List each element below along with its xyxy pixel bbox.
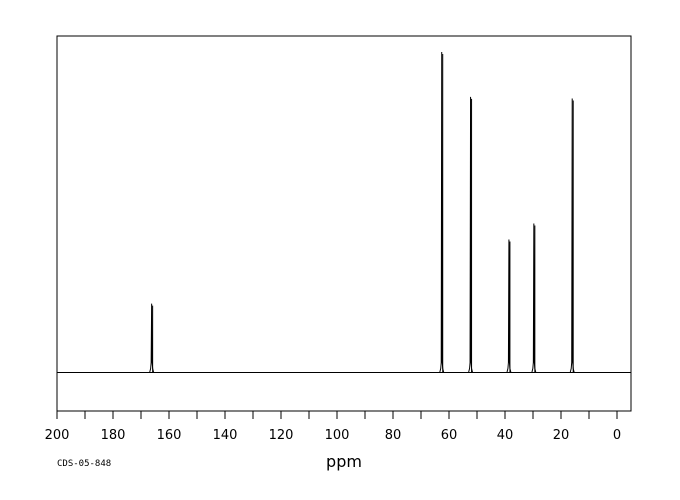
x-tick-label: 160 (157, 428, 182, 443)
x-tick-label: 200 (45, 428, 70, 443)
x-tick-label: 40 (497, 428, 514, 443)
x-tick-label: 80 (385, 428, 402, 443)
x-axis-title: ppm (326, 452, 362, 471)
x-tick-label: 0 (613, 428, 621, 443)
spectrum-code-label: CDS-05-848 (57, 459, 111, 469)
x-tick-label: 20 (553, 428, 570, 443)
plot-frame (56, 35, 632, 412)
spectrum-peaks (149, 52, 575, 373)
x-tick-label: 180 (101, 428, 126, 443)
x-tick-label: 100 (325, 428, 350, 443)
x-tick-label: 140 (213, 428, 238, 443)
x-tick-label: 60 (441, 428, 458, 443)
x-axis-ticks (56, 411, 618, 419)
x-axis-tick-labels: 200 180 160 140 120 100 80 60 40 20 0 (45, 428, 622, 443)
x-tick-label: 120 (269, 428, 294, 443)
